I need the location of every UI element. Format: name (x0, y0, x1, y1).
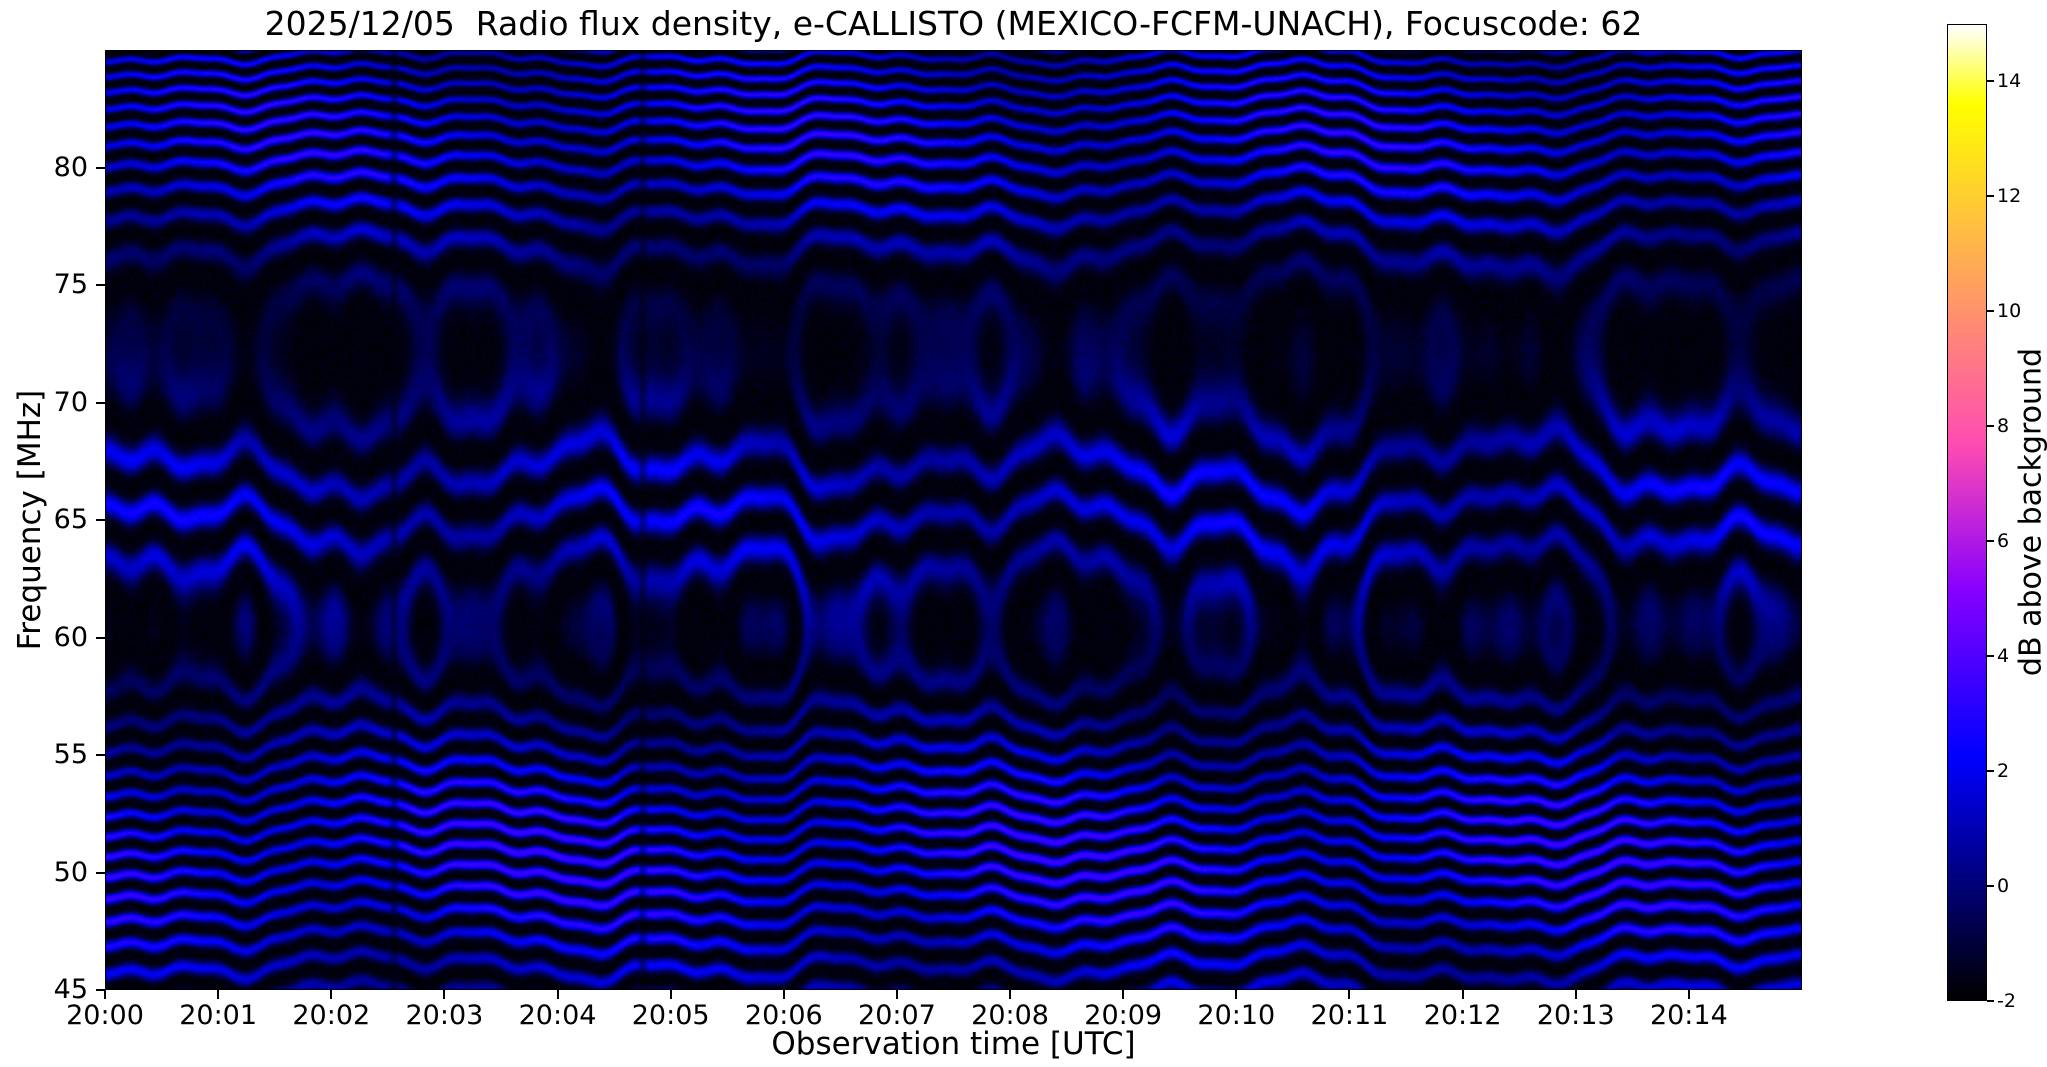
colorbar (1947, 24, 1987, 1001)
x-tick-mark (1235, 990, 1238, 999)
colorbar-tick-label: 12 (1997, 185, 2022, 208)
colorbar-gradient (1948, 25, 1986, 1000)
x-tick-label: 20:01 (179, 1000, 258, 1031)
colorbar-label: dB above background (2013, 347, 2047, 677)
spectrogram-canvas (106, 51, 1801, 989)
colorbar-tick-label: 4 (1997, 645, 2010, 668)
x-tick-mark (1687, 990, 1690, 999)
x-tick-mark (556, 990, 559, 999)
colorbar-tick-label: 6 (1997, 530, 2010, 553)
x-tick-mark (330, 990, 333, 999)
x-tick-label: 20:10 (1197, 1000, 1276, 1031)
y-tick-mark (96, 401, 105, 404)
x-axis-label: Observation time [UTC] (771, 1026, 1136, 1062)
colorbar-tick-mark (1987, 425, 1994, 428)
x-tick-label: 20:11 (1310, 1000, 1389, 1031)
colorbar-tick-mark (1987, 310, 1994, 313)
x-tick-label: 20:12 (1423, 1000, 1502, 1031)
y-tick-label: 60 (53, 621, 88, 653)
x-tick-label: 20:09 (1084, 1000, 1163, 1031)
colorbar-tick-label: 14 (1997, 70, 2022, 93)
y-tick-mark (96, 871, 105, 874)
y-tick-mark (96, 166, 105, 169)
x-tick-mark (1574, 990, 1577, 999)
colorbar-tick-mark (1987, 1000, 1994, 1002)
x-tick-label: 20:07 (858, 1000, 936, 1031)
colorbar-tick-label: -2 (1997, 990, 2016, 1012)
x-tick-label: 20:05 (631, 1000, 710, 1031)
colorbar-tick-mark (1987, 885, 1994, 888)
y-tick-mark (96, 754, 105, 756)
x-tick-mark (669, 990, 672, 999)
x-tick-label: 20:14 (1649, 1000, 1728, 1031)
x-tick-mark (1348, 990, 1351, 999)
y-tick-label: 75 (53, 269, 88, 300)
x-tick-mark (895, 990, 898, 999)
x-tick-mark (217, 990, 220, 999)
y-tick-mark (96, 284, 105, 286)
colorbar-tick-mark (1987, 655, 1994, 658)
y-tick-label: 80 (53, 151, 88, 183)
y-tick-label: 50 (53, 856, 88, 888)
colorbar-tick-label: 8 (1997, 415, 2010, 438)
x-tick-label: 20:06 (744, 1000, 823, 1031)
y-tick-label: 70 (53, 386, 88, 418)
x-tick-mark (443, 990, 446, 999)
x-tick-label: 20:02 (292, 1000, 371, 1031)
y-tick-label: 55 (53, 739, 88, 770)
colorbar-tick-mark (1987, 540, 1994, 543)
colorbar-tick-mark (1987, 195, 1994, 198)
colorbar-tick-mark (1987, 770, 1994, 773)
x-tick-label: 20:00 (66, 1000, 144, 1031)
x-tick-mark (1122, 990, 1125, 999)
x-tick-mark (1461, 990, 1464, 999)
y-tick-label: 45 (53, 974, 88, 1005)
figure-title: 2025/12/05 Radio flux density, e-CALLIST… (264, 4, 1643, 43)
x-tick-mark (104, 990, 106, 999)
y-tick-mark (96, 989, 105, 991)
x-tick-label: 20:13 (1536, 1000, 1615, 1031)
x-tick-mark (782, 990, 785, 999)
x-tick-label: 20:03 (405, 1000, 484, 1031)
x-tick-mark (1009, 990, 1012, 999)
x-tick-label: 20:08 (971, 1000, 1049, 1031)
y-tick-label: 65 (53, 504, 88, 535)
colorbar-tick-label: 0 (1997, 875, 2010, 898)
colorbar-tick-label: 2 (1997, 760, 2010, 783)
colorbar-tick-label: 10 (1997, 300, 2022, 323)
y-tick-mark (96, 636, 105, 639)
y-tick-mark (96, 519, 105, 521)
colorbar-tick-mark (1987, 80, 1994, 83)
x-tick-label: 20:04 (518, 1000, 597, 1031)
plot-area (105, 50, 1802, 990)
